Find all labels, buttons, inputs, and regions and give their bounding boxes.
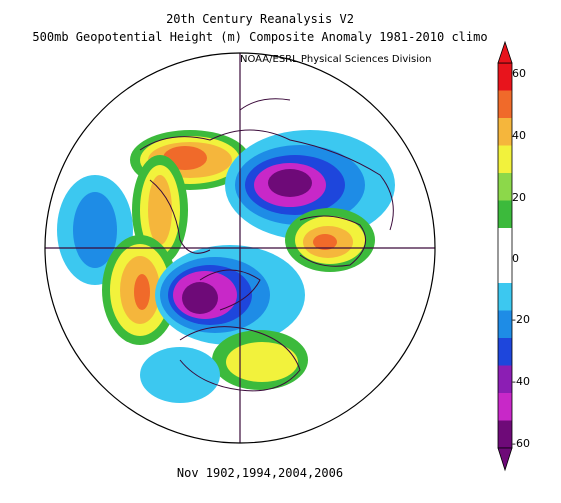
- date-caption: Nov 1902,1994,2004,2006: [176, 466, 344, 480]
- colorbar-label: 60: [512, 67, 526, 80]
- colorbar-segment: [498, 118, 512, 146]
- colorbar-segment: [498, 338, 512, 366]
- map-boundary: [44, 52, 436, 444]
- colorbar-label: 20: [512, 191, 526, 204]
- colorbar-segment: [498, 393, 512, 421]
- colorbar-segment: [498, 255, 512, 284]
- colorbar-segment: [498, 420, 512, 449]
- colorbar-label: -60: [512, 437, 530, 450]
- colorbar-segment: [498, 145, 512, 174]
- colorbar-segment: [498, 200, 512, 229]
- colorbar-label: -20: [512, 313, 530, 326]
- colorbar-label: 0: [512, 252, 519, 265]
- map-title-line-1: 20th Century Reanalysis V2: [166, 12, 354, 26]
- credit-label: NOAA/ESRL Physical Sciences Division: [240, 54, 432, 65]
- colorbar-segment: [498, 90, 512, 119]
- colorbar-segments: [498, 63, 512, 449]
- colorbar-segment: [498, 283, 512, 311]
- colorbar-label: 40: [512, 129, 526, 142]
- colorbar-segment: [498, 365, 512, 394]
- colorbar-top-arrow: [497, 40, 513, 64]
- colorbar-segment: [498, 228, 512, 256]
- map-title-line-2: 500mb Geopotential Height (m) Composite …: [32, 30, 488, 44]
- colorbar-segment: [498, 63, 512, 91]
- colorbar-label: -40: [512, 375, 530, 388]
- colorbar-bottom-arrow: [497, 447, 513, 472]
- coastlines: [139, 98, 394, 392]
- anomaly-field: [57, 130, 395, 403]
- colorbar-segment: [498, 310, 512, 339]
- colorbar-segment: [498, 173, 512, 201]
